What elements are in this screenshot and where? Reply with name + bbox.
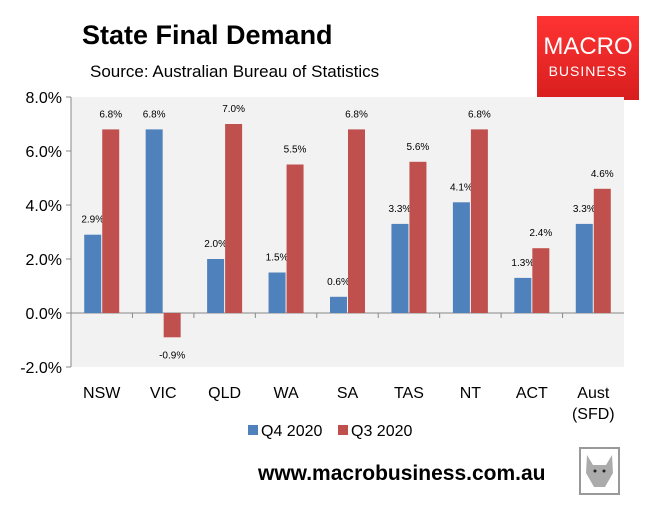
data-label: 0.6%	[327, 277, 350, 288]
x-tick-label: SA	[337, 385, 359, 402]
bar-q4-2020	[268, 272, 286, 313]
bar-chart: -2.0% 0.0% 2.0% 4.0% 6.0% 8.0% NSW 2.9% 6.8% VIC 6…	[20, 90, 624, 440]
data-label: 6.8%	[143, 109, 166, 120]
bar-q4-2020	[575, 223, 593, 313]
y-tick-label: 0.0%	[26, 306, 62, 323]
data-label: 1.5%	[266, 253, 289, 264]
legend-label: Q4 2020	[261, 423, 322, 440]
data-label: 6.8%	[345, 109, 368, 120]
y-tick-label: 2.0%	[26, 252, 62, 269]
data-label: -0.9%	[159, 350, 185, 361]
bar-q4-2020	[207, 259, 225, 313]
x-tick-label: QLD	[208, 385, 241, 402]
data-label: 6.8%	[99, 109, 122, 120]
logo-line2: BUSINESS	[548, 63, 628, 79]
bar-q3-2020	[470, 129, 488, 313]
plot-area	[71, 97, 624, 367]
bar-q4-2020	[145, 129, 163, 313]
bar-q3-2020	[532, 248, 550, 313]
bar-q4-2020	[330, 296, 347, 313]
x-tick-label: NT	[460, 385, 482, 402]
bar-q4-2020	[391, 223, 409, 313]
data-label: 6.8%	[468, 109, 491, 120]
data-label: 2.4%	[529, 228, 552, 239]
bar-q3-2020	[409, 161, 427, 313]
macrobusiness-logo: MACRO BUSINESS	[537, 16, 639, 100]
bar-q3-2020	[163, 313, 181, 338]
x-tick-label: (SFD)	[572, 406, 615, 423]
data-label: 4.6%	[591, 169, 614, 180]
x-tick-label: NSW	[83, 385, 121, 402]
data-label: 1.3%	[511, 258, 534, 269]
bar-q3-2020	[593, 188, 611, 313]
data-label: 3.3%	[573, 204, 596, 215]
x-tick-label: ACT	[516, 385, 548, 402]
logo-line1: MACRO	[543, 33, 633, 60]
y-tick-label: -2.0%	[20, 360, 62, 377]
legend-swatch	[248, 425, 258, 435]
bar-q3-2020	[348, 129, 365, 313]
bar-q4-2020	[84, 234, 102, 313]
x-tick-label: Aust	[577, 385, 610, 402]
bar-q4-2020	[514, 277, 532, 313]
bar-q4-2020	[452, 202, 470, 313]
y-tick-label: 8.0%	[26, 90, 62, 107]
x-tick-label: VIC	[150, 385, 177, 402]
wolf-logo-icon	[579, 447, 620, 495]
legend-label: Q3 2020	[351, 423, 412, 440]
legend-swatch	[338, 425, 348, 435]
data-label: 3.3%	[389, 204, 412, 215]
bar-q3-2020	[286, 164, 304, 313]
x-tick-label: WA	[273, 385, 299, 402]
data-label: 5.6%	[407, 142, 430, 153]
data-label: 2.9%	[81, 215, 104, 226]
data-label: 5.5%	[284, 145, 307, 156]
y-tick-label: 6.0%	[26, 144, 62, 161]
x-tick-label: TAS	[394, 385, 424, 402]
bar-q3-2020	[102, 129, 120, 313]
data-label: 2.0%	[204, 239, 227, 250]
bar-q3-2020	[225, 124, 243, 313]
data-label: 7.0%	[222, 104, 245, 115]
footer-url: www.macrobusiness.com.au	[258, 462, 546, 485]
chart-title: State Final Demand	[82, 20, 333, 50]
data-label: 4.1%	[450, 182, 473, 193]
y-tick-label: 4.0%	[26, 198, 62, 215]
chart-subtitle: Source: Australian Bureau of Statistics	[90, 62, 380, 81]
